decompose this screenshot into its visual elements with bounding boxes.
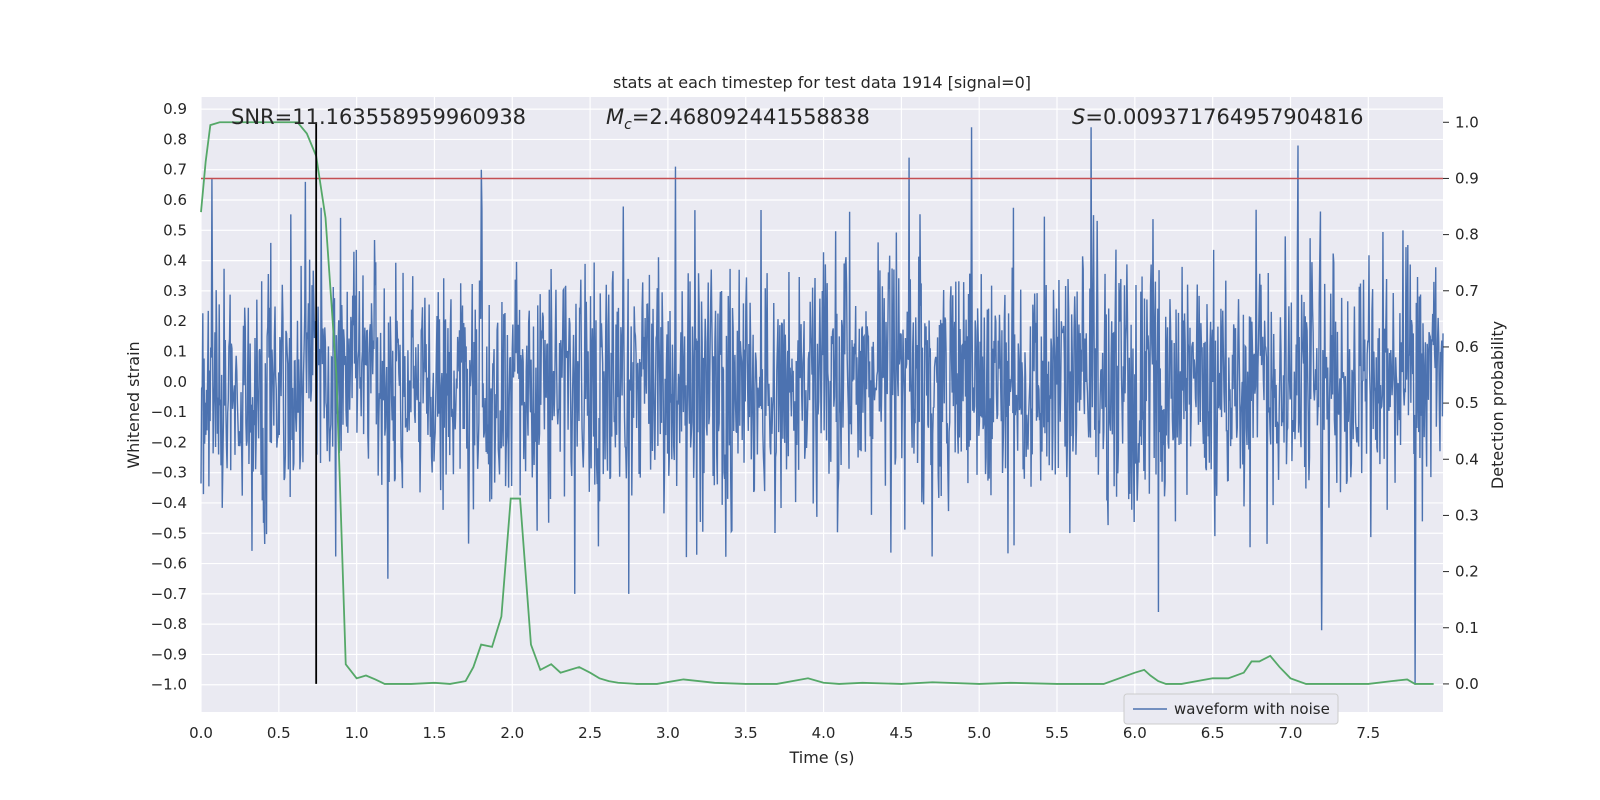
y-tick-label: −0.8 [151,615,187,633]
y-tick-label: −0.6 [151,555,187,573]
detection-probability-line [200,121,1434,685]
y-axis-label: Whitened strain [124,341,143,468]
y-tick-label: 0.9 [163,100,187,118]
y-tick-label: 0.3 [163,282,187,300]
waveform-series [200,127,1444,685]
y-tick-label: 0.0 [163,373,187,391]
x-tick-label: 7.5 [1356,724,1380,742]
x-tick-label: 7.0 [1279,724,1303,742]
y-tick-label: −0.3 [151,464,187,482]
x-tick-label: 0.5 [267,724,291,742]
y2-tick-label: 0.9 [1455,169,1479,187]
y2-tick-label: 0.6 [1455,338,1479,356]
y2-axis-label: Detection probability [1488,321,1507,489]
y-tick-label: −0.5 [151,524,187,542]
y2-tick-label: 0.2 [1455,563,1479,581]
legend-box [1123,693,1339,725]
y2-tick-label: 0.1 [1455,619,1479,637]
x-axis-label: Time (s) [788,748,854,767]
y2-tick-label: 1.0 [1455,113,1479,131]
y-tick-label: −0.1 [151,403,187,421]
y2-tick-label: 0.3 [1455,506,1479,524]
axis-ticks: 0.0 0.5 1.0 1.5 2.0 2.5 3.0 3.5 4.0 4.5 5.0 5.5 6.0 6… [151,100,1479,742]
y-tick-label: −1.0 [151,676,187,694]
y-tick-label: −0.9 [151,645,187,663]
y-tick-label: 0.6 [163,191,187,209]
y-tick-label: 0.8 [163,130,187,148]
y-tick-label: −0.2 [151,433,187,451]
x-tick-label: 3.5 [734,724,758,742]
legend-label: waveform with noise [1174,700,1330,718]
x-tick-label: 5.5 [1045,724,1069,742]
y2-tick-label: 0.8 [1455,226,1479,244]
s-symbol: S [1072,105,1085,129]
x-tick-label: 2.5 [578,724,602,742]
chirp-mass-symbol: M [606,105,624,129]
snr-annotation: SNR=11.163558959960938 [231,105,526,129]
x-tick-label: 4.0 [812,724,836,742]
y-tick-label: −0.4 [151,494,187,512]
chirp-mass-value: =2.468092441558838 [632,105,870,129]
x-tick-label: 6.5 [1201,724,1225,742]
y2-tick-label: 0.7 [1455,282,1479,300]
overlay-series [200,121,1443,685]
x-tick-label: 2.0 [500,724,524,742]
y-tick-label: 0.1 [163,342,187,360]
legend: waveform with noise [1123,693,1339,725]
x-tick-label: 0.0 [189,724,213,742]
x-tick-label: 5.0 [967,724,991,742]
y-tick-label: 0.4 [163,252,187,270]
y2-tick-label: 0.4 [1455,450,1479,468]
y-tick-label: 0.5 [163,221,187,239]
x-tick-label: 6.0 [1123,724,1147,742]
y2-tick-label: 0.0 [1455,675,1479,693]
chirp-mass-subscript: c [624,117,632,133]
waveform-line [200,127,1444,685]
y-tick-label: −0.7 [151,585,187,603]
chart-title: stats at each timestep for test data 191… [613,73,1031,92]
x-tick-label: 1.0 [345,724,369,742]
chirp-mass-annotation: Mc=2.468092441558838 [606,105,870,133]
y-tick-label: 0.7 [163,161,187,179]
x-tick-label: 4.5 [889,724,913,742]
x-tick-label: 3.0 [656,724,680,742]
s-annotation: S=0.009371764957904816 [1072,105,1363,129]
x-tick-label: 1.5 [423,724,447,742]
y2-tick-label: 0.5 [1455,394,1479,412]
y-tick-label: 0.2 [163,312,187,330]
s-value: =0.009371764957904816 [1085,105,1363,129]
